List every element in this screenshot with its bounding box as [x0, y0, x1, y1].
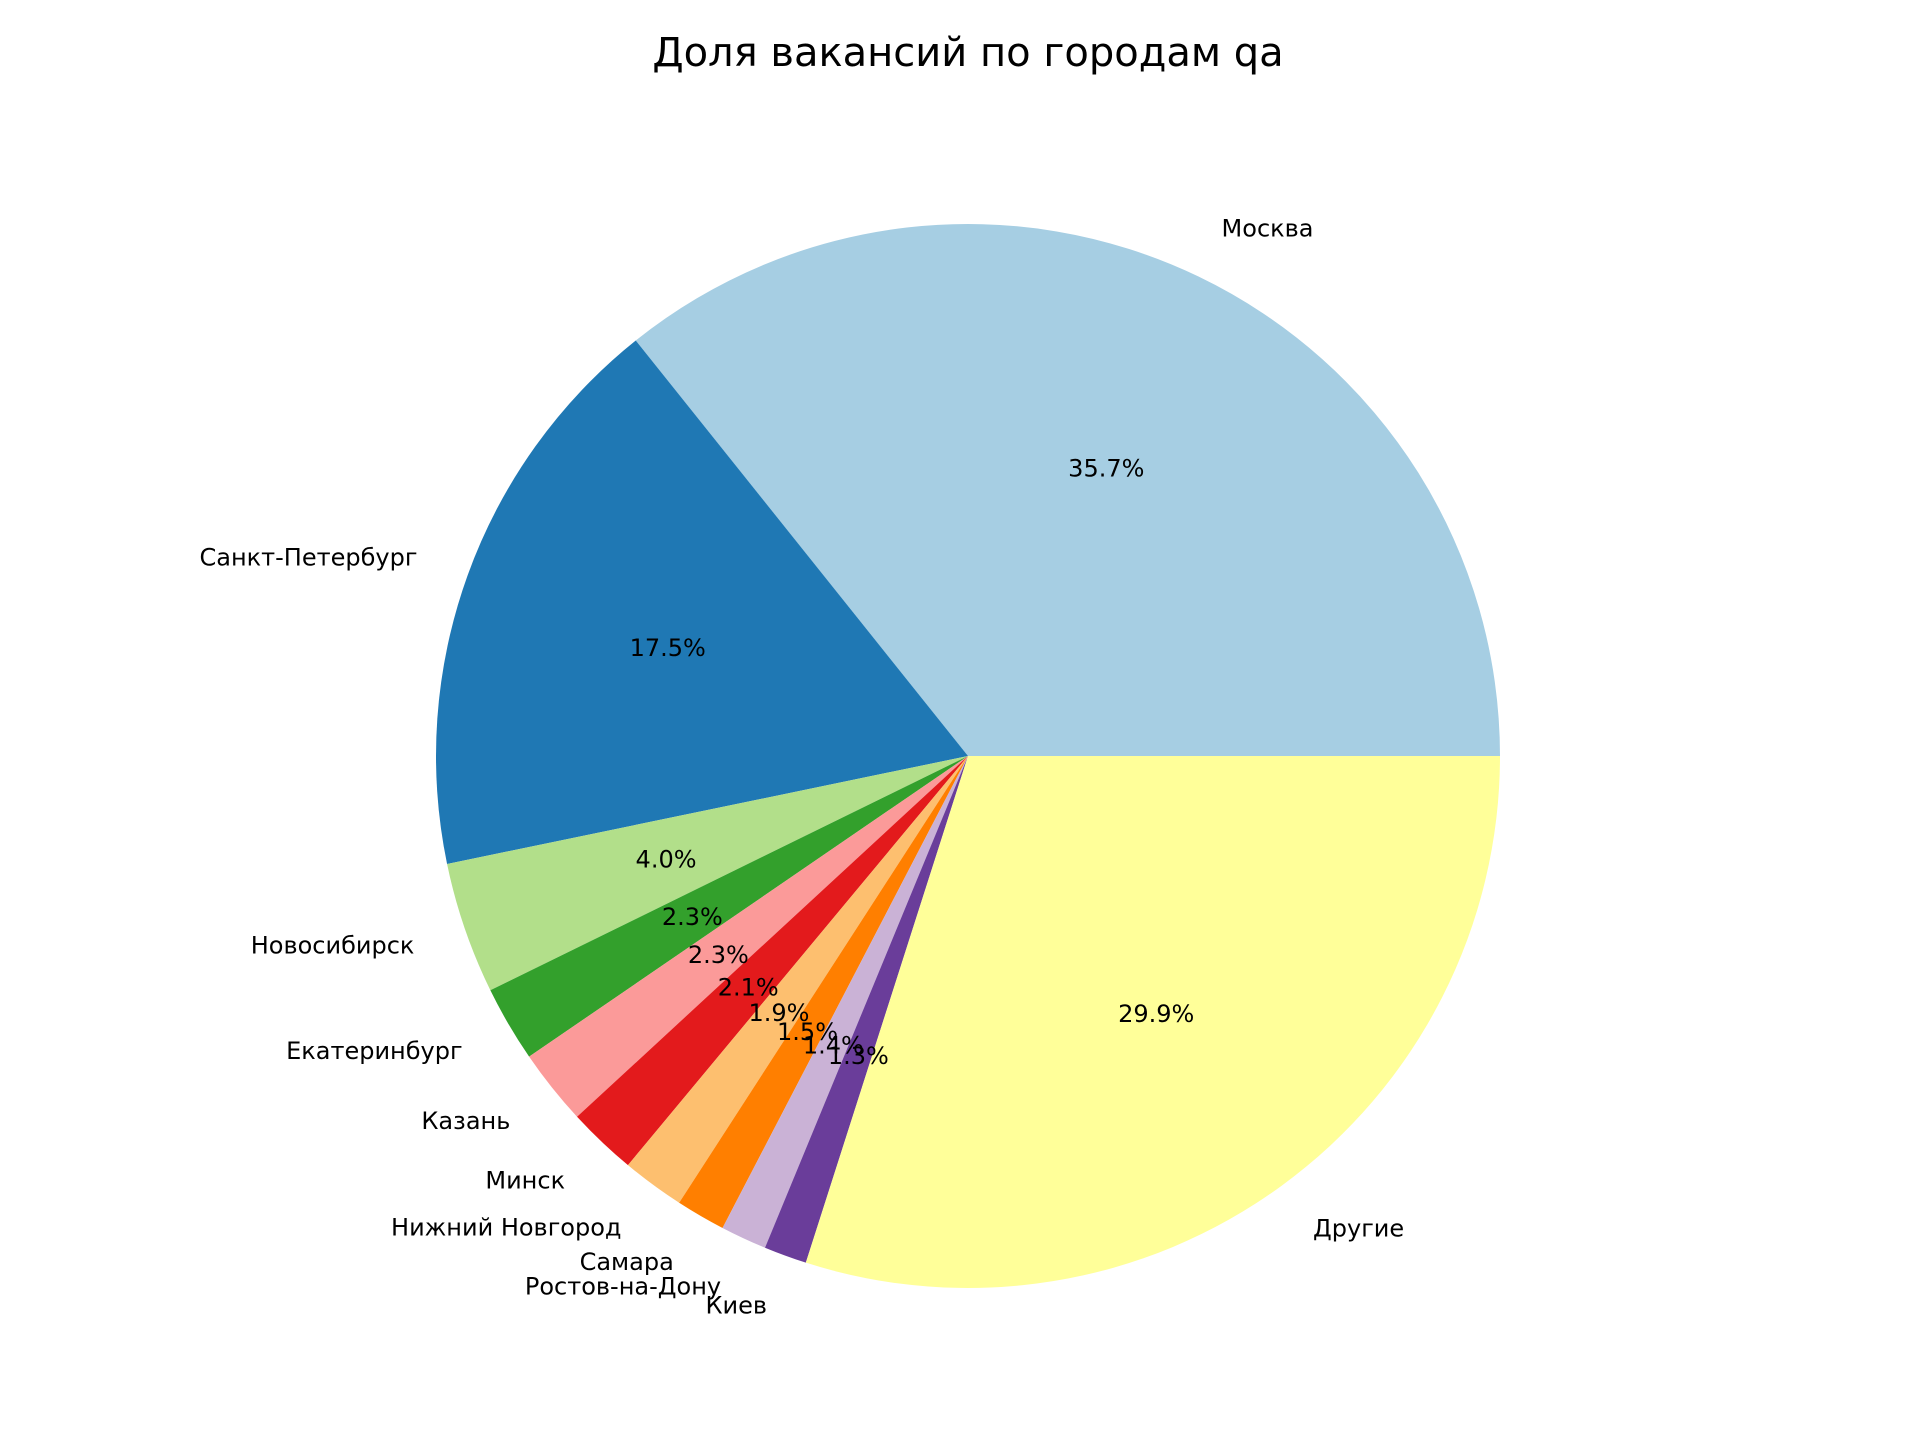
pie-slice-2 — [447, 756, 968, 991]
pie-slice-3 — [490, 756, 968, 1057]
slice-label-3: Екатеринбург — [286, 1037, 462, 1065]
pie-slice-1 — [436, 340, 968, 864]
percent-label-9: 1.3% — [828, 1042, 889, 1070]
slice-label-2: Новосибирск — [251, 932, 415, 960]
slice-label-0: Москва — [1222, 215, 1314, 243]
slice-label-10: Другие — [1313, 1215, 1404, 1243]
percent-label-0: 35.7% — [1068, 454, 1144, 482]
percent-labels: 35.7% 17.5% 4.0% 2.3% 2.3% 2.1%1.9%1.5%1.4%1.… — [630, 454, 1195, 1069]
slice-labels: Москва Санкт-Петербург Новосибирск Екатерин… — [200, 215, 1405, 1320]
percent-label-4: 2.3% — [688, 941, 749, 969]
percent-label-1: 17.5% — [630, 634, 706, 662]
slice-label-1: Санкт-Петербург — [200, 544, 418, 572]
percent-label-6: 1.9% — [749, 999, 810, 1027]
percent-label-2: 4.0% — [636, 845, 697, 873]
chart-title: Доля вакансий по городам qa — [652, 30, 1283, 76]
pie-slices — [436, 224, 1500, 1288]
percent-label-3: 2.3% — [662, 903, 723, 931]
percent-label-7: 1.5% — [777, 1018, 838, 1046]
slice-label-6: Нижний Новгород — [391, 1214, 621, 1242]
pie-slice-0 — [635, 224, 1500, 757]
pie-slice-10 — [805, 756, 1500, 1288]
pie-slice-7 — [679, 756, 968, 1228]
slice-label-9: Киев — [705, 1292, 767, 1320]
percent-label-10: 29.9% — [1118, 1000, 1194, 1028]
percent-label-5: 2.1% — [718, 973, 779, 1001]
percent-label-8: 1.4% — [803, 1031, 864, 1059]
pie-slice-9 — [764, 756, 968, 1263]
slice-label-7: Самара — [580, 1248, 674, 1276]
pie-slice-5 — [577, 756, 968, 1166]
pie-slice-4 — [529, 756, 968, 1117]
pie-slice-8 — [722, 756, 968, 1248]
slice-label-5: Минск — [485, 1166, 565, 1194]
pie-slice-6 — [627, 756, 968, 1203]
slice-label-4: Казань — [421, 1107, 510, 1135]
slice-label-8: Ростов-на-Дону — [525, 1273, 721, 1301]
